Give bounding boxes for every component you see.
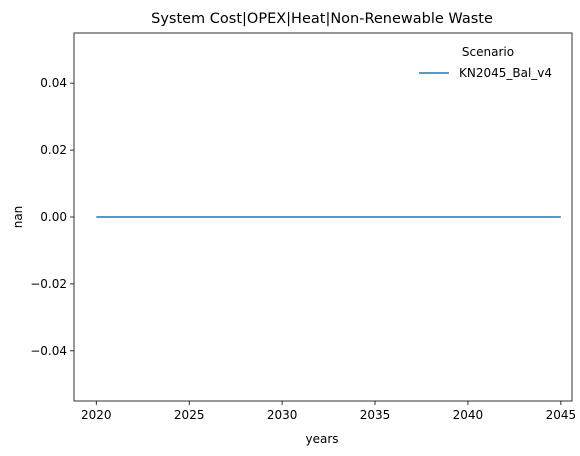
y-tick-label: −0.02 — [30, 277, 67, 291]
x-tick-label: 2045 — [546, 408, 577, 422]
legend-title: Scenario — [462, 45, 514, 59]
x-tick-label: 2020 — [81, 408, 112, 422]
y-tick-label: 0.04 — [40, 76, 67, 90]
x-tick-label: 2040 — [453, 408, 484, 422]
x-tick-label: 2025 — [174, 408, 205, 422]
x-axis-label: years — [305, 432, 338, 446]
y-tick-label: 0.00 — [40, 210, 67, 224]
legend: Scenario KN2045_Bal_v4 — [419, 45, 552, 80]
x-tick-label: 2035 — [360, 408, 391, 422]
y-axis-label: nan — [11, 206, 25, 229]
y-axis-ticks: −0.04 −0.02 0.00 0.02 0.04 — [30, 76, 74, 358]
chart-title: System Cost|OPEX|Heat|Non-Renewable Wast… — [151, 11, 493, 27]
y-tick-label: −0.04 — [30, 344, 67, 358]
legend-entry-label: KN2045_Bal_v4 — [459, 66, 552, 80]
y-tick-label: 0.02 — [40, 143, 67, 157]
x-axis-ticks: 2020 2025 2030 2035 2040 2045 — [81, 401, 576, 422]
x-tick-label: 2030 — [267, 408, 298, 422]
axes-frame — [73, 32, 573, 402]
